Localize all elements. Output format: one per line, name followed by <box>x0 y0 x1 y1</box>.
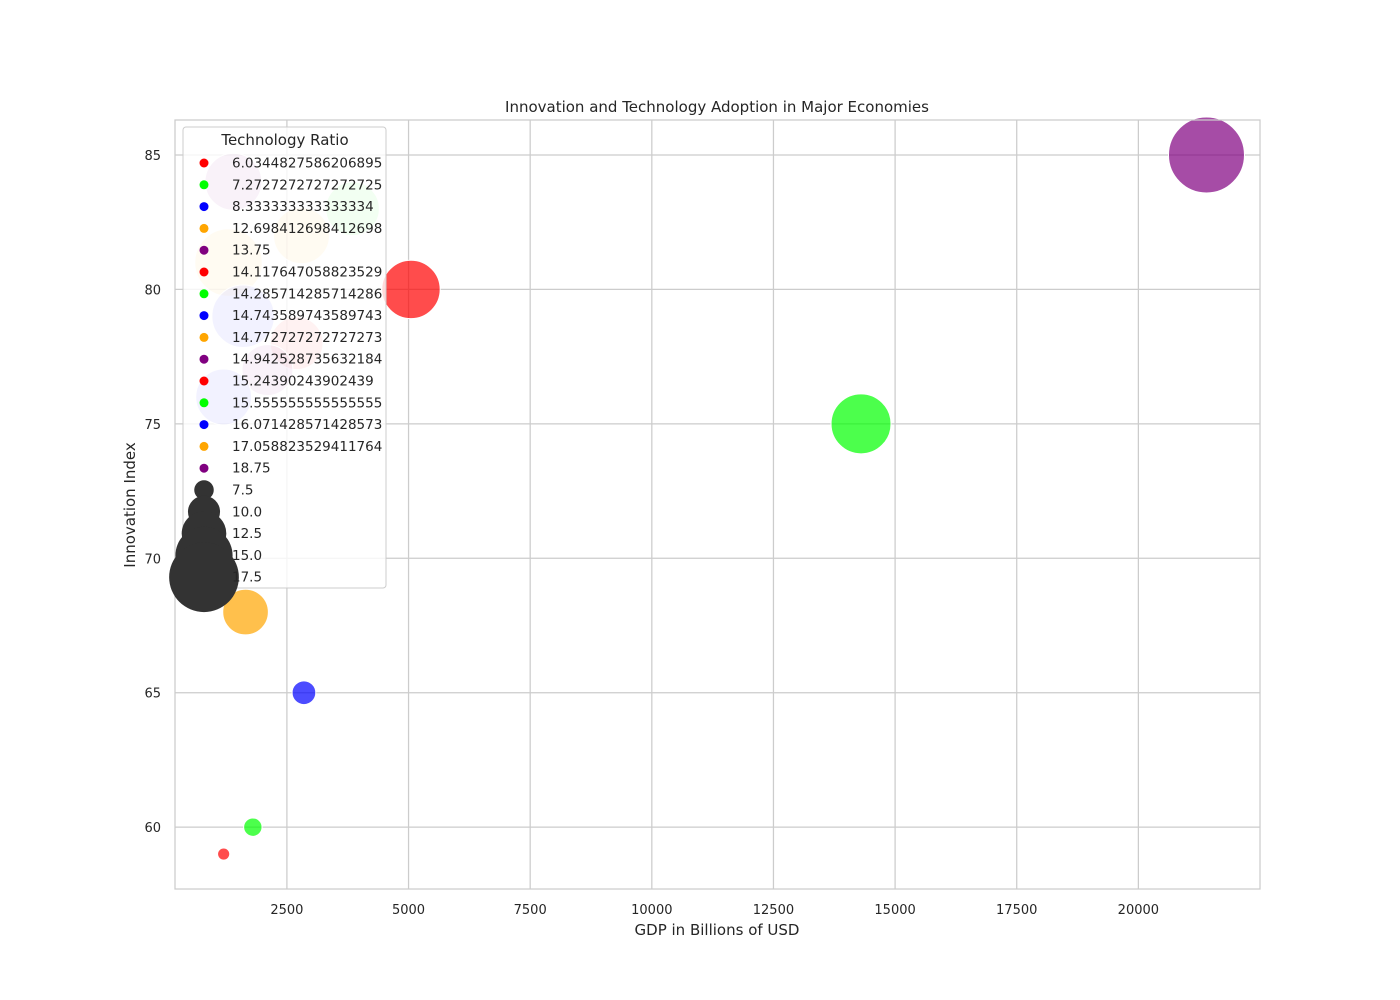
legend-label: 12.698412698412698 <box>232 221 382 237</box>
legend-title: Technology Ratio <box>220 131 348 149</box>
legend-label: 14.117647058823529 <box>232 265 382 281</box>
legend-marker <box>199 463 209 473</box>
legend-label: 17.058823529411764 <box>232 439 382 455</box>
legend: Technology Ratio 6.0344827586206895 7.272… <box>169 126 387 613</box>
data-point <box>222 588 269 636</box>
legend-size-label: 12.5 <box>232 526 262 542</box>
legend-label: 14.285714285714286 <box>232 286 382 302</box>
legend-label: 15.24390243902439 <box>232 374 374 390</box>
x-tick-label: 12500 <box>753 903 794 918</box>
legend-size-label: 7.5 <box>232 483 253 499</box>
legend-label: 14.772727272727273 <box>232 330 382 346</box>
legend-label: 6.0344827586206895 <box>232 156 382 172</box>
grid-lines <box>175 120 1260 889</box>
x-tick-label: 20000 <box>1118 903 1159 918</box>
legend-marker <box>199 180 209 190</box>
legend-size-label: 10.0 <box>232 504 262 520</box>
legend-marker <box>199 267 209 277</box>
legend-size-label: 17.5 <box>232 570 262 586</box>
y-tick-label: 70 <box>144 552 161 567</box>
legend-marker <box>199 223 209 233</box>
legend-label: 14.942528735632184 <box>232 352 382 368</box>
legend-size-label: 15.0 <box>232 548 262 564</box>
plot-frame <box>174 119 1261 890</box>
legend-label: 7.2727272727272725 <box>232 177 382 193</box>
legend-label: 8.333333333333334 <box>232 199 374 215</box>
legend-label: 13.75 <box>232 243 271 259</box>
legend-marker <box>199 158 209 168</box>
x-axis-label: GDP in Billions of USD <box>635 921 800 939</box>
x-tick-label: 10000 <box>631 903 672 918</box>
y-tick-label: 80 <box>144 283 161 298</box>
legend-size-marker <box>194 480 214 500</box>
y-tick-labels: 60 65 70 75 80 85 <box>144 149 161 836</box>
y-tick-label: 85 <box>144 149 161 164</box>
data-point <box>217 847 231 861</box>
x-tick-label: 2500 <box>270 903 303 918</box>
legend-marker <box>199 202 209 212</box>
x-tick-label: 7500 <box>514 903 547 918</box>
legend-marker <box>199 289 209 299</box>
y-tick-label: 60 <box>144 821 161 836</box>
data-point <box>830 393 892 455</box>
legend-label: 18.75 <box>232 461 271 477</box>
legend-marker <box>199 376 209 386</box>
legend-marker <box>199 420 209 430</box>
data-point <box>291 680 317 706</box>
y-axis-label: Innovation Index <box>121 442 139 568</box>
legend-marker <box>199 245 209 255</box>
chart-title: Innovation and Technology Adoption in Ma… <box>505 98 929 116</box>
y-tick-label: 75 <box>144 418 161 433</box>
data-point <box>381 259 441 320</box>
legend-marker <box>199 441 209 451</box>
legend-label: 15.555555555555555 <box>232 395 382 411</box>
x-tick-label: 17500 <box>996 903 1037 918</box>
legend-marker <box>199 398 209 408</box>
x-tick-label: 5000 <box>392 903 425 918</box>
legend-size-marker <box>169 542 239 613</box>
legend-marker <box>199 311 209 321</box>
y-tick-label: 65 <box>144 687 161 702</box>
legend-marker <box>199 332 209 342</box>
legend-box <box>182 126 387 589</box>
x-tick-label: 15000 <box>874 903 915 918</box>
legend-marker <box>199 354 209 364</box>
x-tick-labels: 2500 5000 7500 10000 12500 15000 17500 20000 <box>270 903 1159 918</box>
legend-label: 14.743589743589743 <box>232 308 382 324</box>
data-point <box>243 817 263 837</box>
data-point <box>1167 116 1245 194</box>
legend-label: 16.071428571428573 <box>232 417 382 433</box>
